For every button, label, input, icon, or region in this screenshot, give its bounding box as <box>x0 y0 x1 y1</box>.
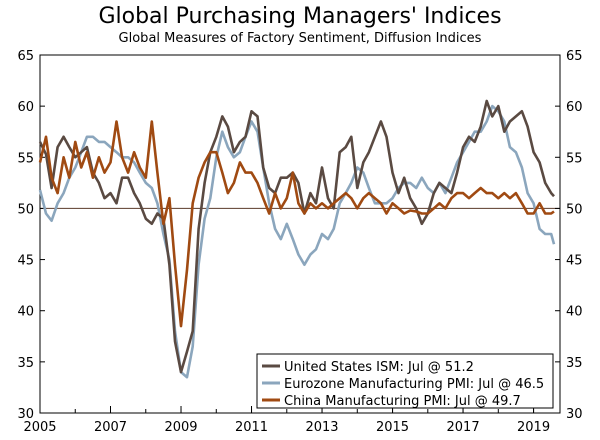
x-tick-label: 2005 <box>23 420 56 435</box>
y-tick-label-left: 45 <box>17 254 34 269</box>
chart-title: Global Purchasing Managers' Indices <box>98 4 502 29</box>
y-tick-label-right: 60 <box>566 100 583 115</box>
y-tick-label-left: 30 <box>17 407 34 422</box>
y-tick-label-left: 60 <box>17 100 34 115</box>
axis-ticks: 30 30 35 35 40 40 45 45 50 50 55 55 60 60 65 65 2005 2007… <box>17 49 582 435</box>
y-tick-label-left: 35 <box>17 356 34 371</box>
y-tick-label-left: 50 <box>17 202 34 217</box>
x-tick-label: 2013 <box>305 420 338 435</box>
legend: United States ISM: Jul @ 51.2 Eurozone Ma… <box>256 353 554 409</box>
x-tick-label: 2019 <box>517 420 550 435</box>
y-tick-label-left: 55 <box>17 151 34 166</box>
x-tick-label: 2015 <box>376 420 409 435</box>
x-tick-label: 2017 <box>447 420 480 435</box>
y-tick-label-right: 30 <box>566 407 583 422</box>
legend-box <box>256 353 554 409</box>
series-line-eurozone-manufacturing-pmi <box>38 104 556 379</box>
series-line-united-states-ism <box>38 99 555 374</box>
y-tick-label-right: 40 <box>566 305 583 320</box>
series-line-china-manufacturing-pmi <box>38 120 555 328</box>
x-tick-label: 2007 <box>94 420 127 435</box>
legend-label: Eurozone Manufacturing PMI: Jul @ 46.5 <box>284 377 544 392</box>
y-tick-label-left: 40 <box>17 305 34 320</box>
chart-subtitle: Global Measures of Factory Sentiment, Di… <box>118 31 482 46</box>
y-tick-label-right: 45 <box>566 254 583 269</box>
legend-label: United States ISM: Jul @ 51.2 <box>284 360 474 375</box>
y-tick-label-right: 35 <box>566 356 583 371</box>
y-tick-label-right: 65 <box>566 49 583 64</box>
y-tick-label-right: 55 <box>566 151 583 166</box>
legend-label: China Manufacturing PMI: Jul @ 49.7 <box>284 394 521 409</box>
plot-frame <box>39 54 561 414</box>
y-tick-label-left: 65 <box>17 49 34 64</box>
y-tick-label-right: 50 <box>566 202 583 217</box>
x-tick-label: 2011 <box>235 420 268 435</box>
series-lines <box>38 99 556 379</box>
x-tick-label: 2009 <box>164 420 197 435</box>
